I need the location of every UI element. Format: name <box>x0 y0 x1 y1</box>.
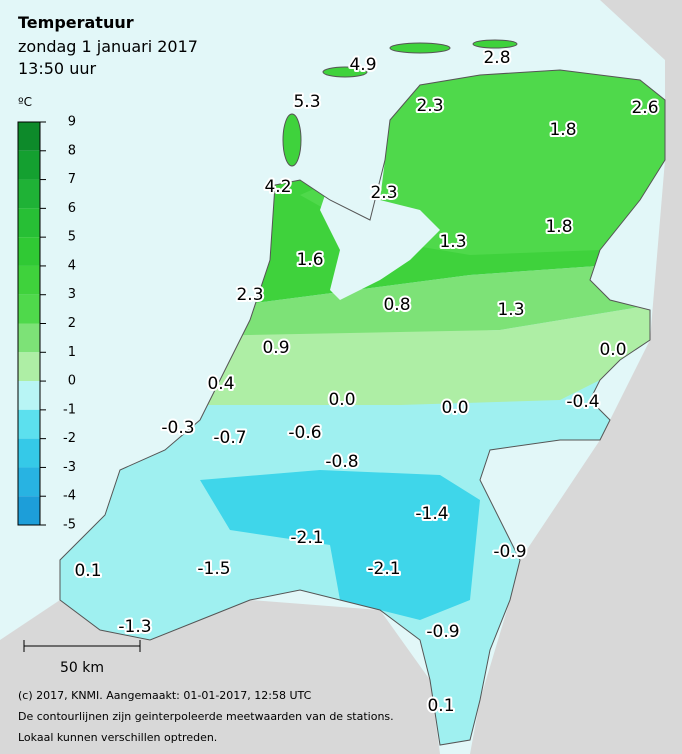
legend-swatch <box>18 438 40 468</box>
station-value: -0.9 <box>493 542 526 562</box>
island <box>389 42 451 54</box>
station-value: 2.3 <box>416 96 443 116</box>
legend-swatch <box>18 122 40 151</box>
station-value: 1.6 <box>296 250 323 270</box>
legend-swatch <box>18 381 40 410</box>
station-value: 0.8 <box>383 295 410 315</box>
legend-swatch <box>18 323 40 353</box>
legend-tick-label: 0 <box>68 374 76 389</box>
station-value: -2.1 <box>367 559 400 579</box>
legend-swatch <box>18 179 40 209</box>
scale-label: 50 km <box>60 660 104 676</box>
station-value: 2.8 <box>483 48 510 68</box>
legend-swatch <box>18 265 40 295</box>
island <box>282 113 302 167</box>
island <box>472 39 518 49</box>
station-value: 0.4 <box>207 374 234 394</box>
legend-swatch <box>18 294 40 324</box>
station-value: -1.5 <box>197 559 230 579</box>
station-value: -0.8 <box>325 452 358 472</box>
station-value: 2.6 <box>631 98 658 118</box>
station-value: 0.0 <box>441 398 468 418</box>
legend-tick-label: -4 <box>63 489 76 504</box>
legend-swatch <box>18 237 40 266</box>
ijsselmeer <box>320 160 440 300</box>
station-value: 0.0 <box>328 390 355 410</box>
station-value: -0.9 <box>426 622 459 642</box>
legend-tick-label: 6 <box>68 201 76 216</box>
station-value: -0.6 <box>288 423 321 443</box>
legend-swatch <box>18 208 40 238</box>
station-value: -2.1 <box>290 528 323 548</box>
title: Temperatuur <box>18 13 134 32</box>
station-value: 1.3 <box>439 232 466 252</box>
footer: Lokaal kunnen verschillen optreden. <box>18 731 217 744</box>
legend-swatch <box>18 496 40 525</box>
station-value: 2.3 <box>370 183 397 203</box>
station-value: -1.4 <box>415 504 448 524</box>
legend-tick-label: 8 <box>68 143 76 158</box>
legend-tick-label: 7 <box>68 172 76 187</box>
footer: (c) 2017, KNMI. Aangemaakt: 01-01-2017, … <box>18 689 312 702</box>
legend-tick-label: 1 <box>68 345 76 360</box>
station-value: 4.9 <box>349 55 376 75</box>
station-value: 0.1 <box>74 561 101 581</box>
station-value: -0.4 <box>566 392 599 412</box>
station-value: 5.3 <box>293 92 320 112</box>
legend-tick-label: 3 <box>68 287 76 302</box>
legend-swatch <box>18 467 40 497</box>
station-value: 4.2 <box>264 177 291 197</box>
station-value: 1.8 <box>549 120 576 140</box>
legend-tick-label: -5 <box>63 518 76 533</box>
legend-tick-label: 4 <box>68 258 76 273</box>
legend-tick-label: 9 <box>68 115 76 130</box>
island <box>322 66 368 78</box>
time: 13:50 uur <box>18 59 96 78</box>
subtitle: zondag 1 januari 2017 <box>18 37 198 56</box>
legend-tick-label: 2 <box>68 316 76 331</box>
germany <box>470 0 682 754</box>
station-value: 0.0 <box>599 340 626 360</box>
legend-tick-label: -2 <box>63 431 76 446</box>
station-value: -0.3 <box>161 418 194 438</box>
legend-swatch <box>18 409 40 439</box>
legend-tick-label: 5 <box>68 230 76 245</box>
legend-tick-label: -3 <box>63 460 76 475</box>
legend-tick-label: -1 <box>63 402 76 417</box>
station-value: -0.7 <box>213 428 246 448</box>
belgium <box>0 600 440 754</box>
band <box>200 470 480 620</box>
station-value: 1.8 <box>545 217 572 237</box>
station-value: 1.3 <box>497 300 524 320</box>
legend-swatch <box>18 150 40 180</box>
station-value: 0.1 <box>427 696 454 716</box>
station-value: 2.3 <box>236 285 263 305</box>
station-value: -1.3 <box>118 617 151 637</box>
footer: De contourlijnen zijn geinterpoleerde me… <box>18 710 394 723</box>
legend-swatch <box>18 352 40 382</box>
border <box>59 69 666 746</box>
legend-unit: ºC <box>18 95 32 109</box>
band <box>240 260 665 340</box>
station-value: 0.9 <box>262 338 289 358</box>
